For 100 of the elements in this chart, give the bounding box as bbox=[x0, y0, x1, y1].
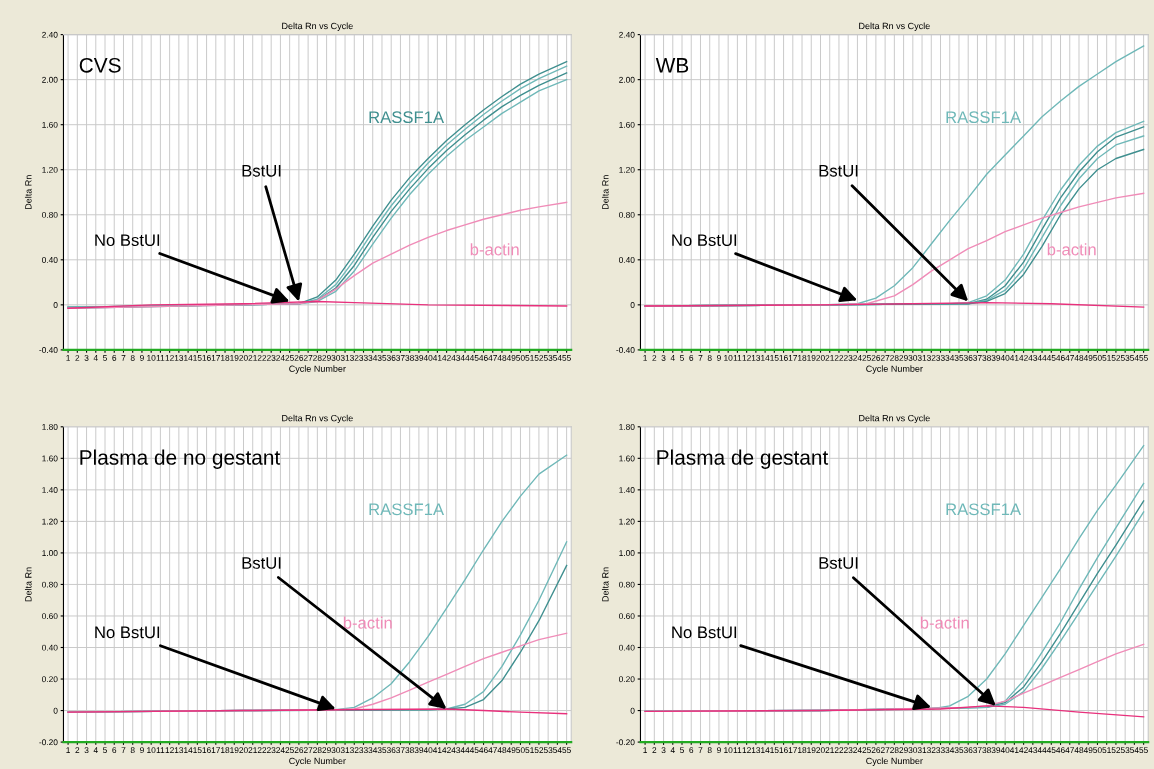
x-tick-label: 35 bbox=[954, 354, 964, 361]
x-tick-label: 41 bbox=[432, 747, 442, 753]
x-tick-label: 45 bbox=[469, 355, 479, 361]
x-tick-label: 8 bbox=[707, 747, 712, 754]
x-tick-label: 55 bbox=[562, 355, 571, 361]
x-tick-label: 23 bbox=[266, 747, 276, 754]
x-axis-title: Cycle Number bbox=[289, 757, 346, 766]
x-tick-label: 22 bbox=[834, 354, 844, 361]
x-tick-label: 21 bbox=[825, 747, 834, 753]
x-tick-label: 29 bbox=[899, 747, 908, 754]
x-tick-label: 20 bbox=[816, 354, 825, 361]
x-tick-label: 46 bbox=[1056, 747, 1065, 754]
y-tick-label: 1.20 bbox=[619, 518, 635, 525]
x-tick-label: 38 bbox=[405, 354, 414, 361]
x-tick-label: 19 bbox=[230, 354, 239, 361]
x-tick-label: 28 bbox=[313, 747, 322, 754]
x-tick-label: 14 bbox=[184, 355, 193, 361]
x-tick-label: 39 bbox=[414, 747, 424, 754]
x-tick-label: 14 bbox=[761, 747, 770, 753]
x-tick-label: 2 bbox=[75, 354, 80, 361]
x-tick-label: 1 bbox=[66, 355, 70, 361]
y-tick-label: 0.80 bbox=[42, 581, 58, 588]
x-tick-label: 8 bbox=[130, 354, 135, 361]
x-tick-label: 26 bbox=[871, 747, 881, 754]
x-tick-label: 30 bbox=[331, 354, 341, 361]
x-tick-label: 53 bbox=[1120, 354, 1130, 361]
x-tick-label: 42 bbox=[442, 354, 451, 361]
x-tick-label: 24 bbox=[276, 747, 285, 753]
y-tick-label: 0.40 bbox=[42, 257, 58, 263]
x-tick-label: 18 bbox=[221, 747, 230, 754]
annotation: BstUI bbox=[242, 557, 281, 569]
x-tick-label: 16 bbox=[202, 354, 211, 361]
x-tick-label: 21 bbox=[248, 747, 257, 753]
x-tick-label: 13 bbox=[174, 747, 184, 754]
y-tick-label: -0.20 bbox=[616, 739, 635, 746]
x-tick-label: 45 bbox=[1046, 747, 1056, 754]
x-tick-label: 10 bbox=[147, 747, 156, 754]
chart-title: Delta Rn vs Cycle bbox=[859, 414, 930, 424]
x-axis-title: Cycle Number bbox=[866, 365, 923, 374]
x-tick-label: 53 bbox=[543, 747, 553, 754]
x-tick-label: 3 bbox=[84, 747, 89, 754]
x-tick-label: 39 bbox=[414, 354, 424, 361]
y-tick-label: 0.80 bbox=[619, 581, 635, 588]
x-tick-label: 32 bbox=[926, 747, 936, 754]
x-tick-label: 23 bbox=[266, 354, 276, 361]
x-tick-label: 9 bbox=[140, 747, 144, 754]
x-tick-label: 37 bbox=[973, 354, 982, 361]
x-tick-label: 11 bbox=[733, 355, 742, 361]
x-tick-label: 11 bbox=[156, 355, 165, 361]
annotation: BstUI bbox=[819, 557, 858, 569]
y-tick-label: 2.40 bbox=[42, 31, 58, 38]
x-tick-label: 15 bbox=[193, 355, 202, 361]
x-tick-label: 30 bbox=[908, 354, 918, 361]
text: Plasma de no gestant bbox=[80, 449, 281, 469]
x-tick-label: 42 bbox=[1019, 354, 1028, 361]
x-tick-label: 47 bbox=[488, 747, 497, 753]
x-tick-label: 25 bbox=[862, 747, 871, 754]
x-tick-label: 54 bbox=[1130, 355, 1139, 361]
x-tick-label: 27 bbox=[303, 354, 313, 361]
y-tick-label: 1.00 bbox=[42, 550, 58, 557]
y-axis-title: Delta Rn bbox=[601, 175, 609, 210]
text: b-actin bbox=[343, 616, 392, 629]
series-label: RASSF1A bbox=[369, 111, 445, 124]
x-tick-label: 31 bbox=[917, 354, 927, 361]
x-tick-label: 9 bbox=[140, 354, 144, 361]
x-tick-label: 5 bbox=[680, 747, 684, 754]
x-tick-label: 55 bbox=[1139, 355, 1148, 361]
x-tick-label: 16 bbox=[202, 747, 211, 754]
x-tick-label: 40 bbox=[423, 747, 433, 754]
x-tick-label: 33 bbox=[936, 354, 945, 361]
x-tick-label: 29 bbox=[322, 747, 331, 754]
x-tick-label: 42 bbox=[442, 747, 451, 753]
text: CVS bbox=[79, 57, 121, 73]
x-tick-label: 37 bbox=[396, 354, 405, 361]
x-tick-label: 30 bbox=[331, 747, 341, 754]
x-tick-label: 18 bbox=[798, 747, 807, 754]
x-tick-label: 27 bbox=[880, 354, 890, 361]
y-axis-title: Delta Rn bbox=[601, 567, 609, 602]
series-label: b-actin bbox=[470, 243, 519, 256]
annotation: No BstUI bbox=[672, 234, 737, 247]
x-tick-label: 16 bbox=[779, 354, 788, 361]
x-tick-label: 35 bbox=[954, 747, 964, 754]
annotation: BstUI bbox=[242, 165, 281, 177]
x-tick-label: 37 bbox=[396, 747, 405, 754]
x-tick-label: 38 bbox=[405, 747, 414, 754]
y-tick-label: 0.40 bbox=[619, 644, 635, 651]
x-tick-label: 15 bbox=[770, 747, 779, 754]
x-tick-label: 45 bbox=[469, 747, 479, 754]
x-tick-label: 47 bbox=[1065, 747, 1074, 753]
x-tick-label: 4 bbox=[670, 747, 675, 753]
x-tick-label: 38 bbox=[982, 354, 991, 361]
y-tick-label: 1.40 bbox=[619, 487, 635, 493]
x-tick-label: 36 bbox=[963, 354, 973, 361]
x-tick-label: 24 bbox=[853, 354, 862, 361]
x-tick-label: 41 bbox=[432, 355, 442, 361]
x-tick-label: 23 bbox=[843, 354, 853, 361]
x-tick-label: 46 bbox=[1056, 354, 1065, 361]
x-tick-label: 11 bbox=[156, 747, 165, 753]
x-tick-label: 32 bbox=[926, 354, 936, 361]
x-axis-title: Cycle Number bbox=[289, 365, 346, 374]
